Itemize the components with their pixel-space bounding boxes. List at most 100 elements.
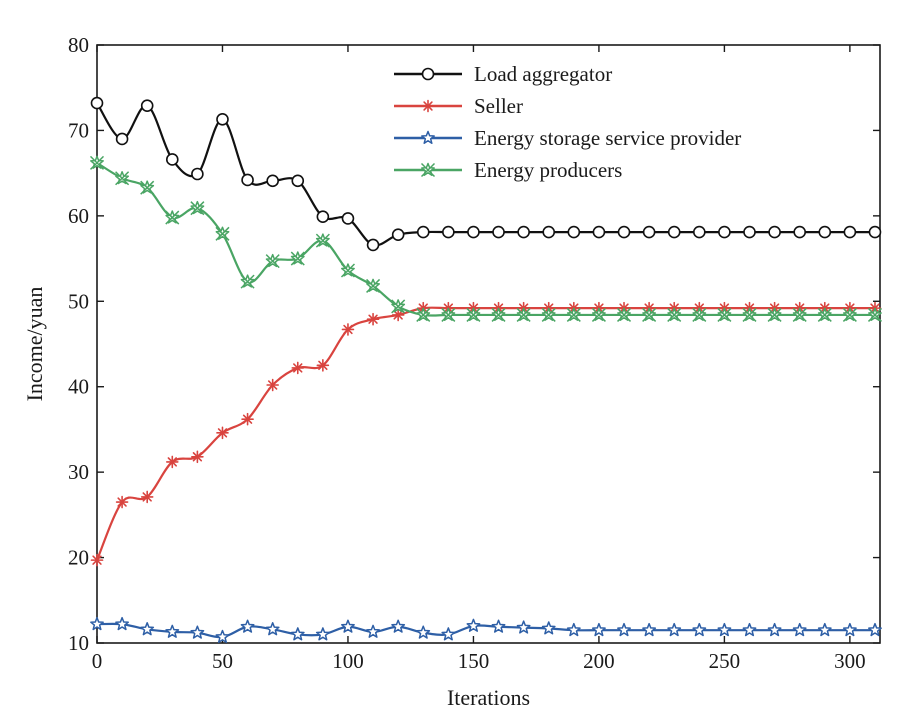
data-point-seller — [341, 323, 355, 336]
data-point-load-aggregator — [90, 96, 104, 110]
data-point-load-aggregator — [165, 153, 179, 166]
y-tick-label: 50 — [68, 289, 89, 313]
series-load-aggregator — [90, 96, 882, 252]
series-line-energy-producers — [96, 161, 875, 317]
data-point-energy-producers — [742, 307, 757, 322]
data-point-seller — [90, 553, 104, 567]
data-point-energy-storage-service-provider — [516, 620, 531, 634]
data-point-load-aggregator — [818, 225, 832, 239]
data-point-load-aggregator — [693, 225, 706, 239]
data-point-energy-producers — [290, 251, 305, 266]
data-point-energy-producers — [792, 307, 807, 322]
data-point-energy-producers — [591, 307, 606, 322]
data-point-seller — [291, 361, 305, 375]
data-point-energy-storage-service-provider — [817, 622, 832, 637]
series-line-energy-storage-service-provider — [96, 622, 875, 639]
x-tick-label: 250 — [709, 649, 741, 673]
y-tick-label: 40 — [68, 375, 89, 399]
data-point-energy-storage-service-provider — [215, 629, 230, 644]
legend-item-load-aggregator: Load aggregator — [394, 62, 612, 86]
data-point-load-aggregator — [291, 174, 305, 188]
data-point-seller — [115, 495, 129, 509]
data-point-energy-producers — [667, 307, 682, 322]
data-point-energy-storage-service-provider — [90, 616, 104, 631]
data-point-load-aggregator — [843, 225, 857, 239]
x-tick-label: 100 — [332, 649, 364, 673]
data-point-load-aggregator — [567, 225, 581, 239]
data-point-energy-producers — [215, 226, 230, 241]
data-point-energy-storage-service-provider — [842, 622, 857, 637]
data-point-energy-producers — [541, 307, 556, 322]
data-point-energy-storage-service-provider — [868, 622, 882, 637]
data-point-load-aggregator — [191, 167, 204, 181]
y-tick-label: 30 — [68, 460, 89, 484]
series-energy-storage-service-provider — [90, 616, 882, 644]
data-point-energy-producers — [416, 307, 431, 322]
legend-item-energy-storage-service-provider: Energy storage service provider — [394, 126, 741, 150]
data-point-energy-storage-service-provider — [341, 619, 355, 633]
data-point-energy-producers — [340, 263, 355, 278]
legend-label: Energy producers — [474, 158, 622, 182]
data-point-load-aggregator — [642, 225, 656, 239]
x-tick-label: 150 — [458, 649, 490, 673]
data-point-energy-storage-service-provider — [165, 624, 180, 638]
data-point-energy-storage-service-provider — [190, 625, 205, 639]
data-point-load-aggregator — [492, 225, 505, 239]
data-point-load-aggregator — [140, 99, 154, 112]
legend-marker — [421, 130, 435, 145]
data-point-energy-producers — [842, 307, 857, 322]
legend-marker — [420, 162, 436, 178]
data-point-load-aggregator — [718, 225, 731, 239]
data-point-load-aggregator — [366, 238, 380, 252]
y-tick-label: 60 — [68, 204, 89, 228]
series-line-seller — [95, 306, 875, 561]
data-point-load-aggregator — [391, 228, 405, 241]
data-point-load-aggregator — [743, 225, 756, 239]
data-point-energy-storage-service-provider — [416, 625, 431, 639]
data-point-energy-producers — [692, 307, 707, 322]
data-point-load-aggregator — [667, 225, 681, 239]
data-point-energy-producers — [717, 307, 732, 322]
y-axis-title: Income/yuan — [22, 287, 47, 402]
x-tick-label: 200 — [583, 649, 615, 673]
data-point-energy-producers — [115, 171, 130, 186]
data-point-load-aggregator — [868, 225, 882, 239]
data-point-energy-producers — [817, 307, 832, 322]
data-point-energy-producers — [165, 210, 180, 225]
data-point-energy-producers — [516, 307, 531, 322]
data-point-energy-storage-service-provider — [742, 622, 757, 637]
data-point-energy-producers — [566, 307, 581, 322]
data-point-load-aggregator — [467, 225, 480, 239]
data-point-energy-storage-service-provider — [591, 622, 606, 637]
data-point-energy-producers — [315, 233, 330, 248]
data-point-energy-storage-service-provider — [491, 619, 506, 633]
x-tick-label: 300 — [834, 649, 866, 673]
data-point-energy-producers — [366, 278, 381, 293]
data-point-energy-producers — [616, 307, 632, 322]
data-point-seller — [316, 359, 330, 372]
data-point-energy-producers — [441, 307, 456, 322]
data-point-seller — [391, 308, 405, 322]
data-point-energy-storage-service-provider — [240, 619, 255, 633]
legend-item-energy-producers: Energy producers — [394, 158, 622, 182]
data-point-energy-storage-service-provider — [566, 622, 581, 637]
data-point-load-aggregator — [115, 132, 129, 146]
y-tick-label: 10 — [68, 631, 89, 655]
data-point-load-aggregator — [316, 210, 330, 224]
data-point-seller — [241, 412, 254, 426]
y-tick-label: 80 — [68, 33, 89, 57]
data-point-load-aggregator — [442, 225, 455, 239]
data-point-energy-producers — [767, 307, 782, 322]
x-axis-title: Iterations — [447, 685, 530, 710]
data-point-energy-storage-service-provider — [441, 627, 456, 641]
data-point-energy-producers — [190, 200, 205, 216]
data-point-energy-storage-service-provider — [115, 616, 130, 631]
data-point-seller — [191, 450, 204, 464]
data-point-energy-storage-service-provider — [290, 627, 305, 641]
data-point-load-aggregator — [341, 212, 355, 225]
data-point-load-aggregator — [793, 225, 806, 239]
data-point-load-aggregator — [266, 174, 279, 188]
data-point-energy-storage-service-provider — [767, 622, 782, 637]
legend-label: Energy storage service provider — [474, 126, 741, 150]
